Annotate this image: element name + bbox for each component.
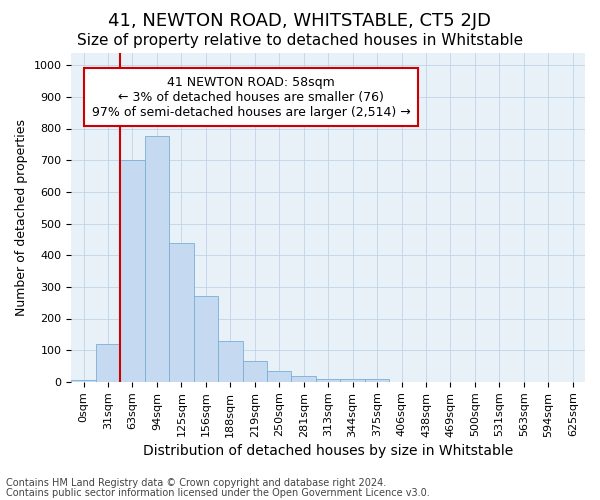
Bar — [292, 376, 316, 382]
Bar — [71, 380, 96, 382]
Bar — [145, 136, 169, 382]
Bar — [120, 160, 145, 382]
Text: Contains HM Land Registry data © Crown copyright and database right 2024.: Contains HM Land Registry data © Crown c… — [6, 478, 386, 488]
Text: Size of property relative to detached houses in Whitstable: Size of property relative to detached ho… — [77, 32, 523, 48]
Bar — [218, 340, 242, 382]
X-axis label: Distribution of detached houses by size in Whitstable: Distribution of detached houses by size … — [143, 444, 513, 458]
Text: 41, NEWTON ROAD, WHITSTABLE, CT5 2JD: 41, NEWTON ROAD, WHITSTABLE, CT5 2JD — [109, 12, 491, 30]
Text: 41 NEWTON ROAD: 58sqm
← 3% of detached houses are smaller (76)
97% of semi-detac: 41 NEWTON ROAD: 58sqm ← 3% of detached h… — [92, 76, 410, 118]
Bar — [194, 296, 218, 382]
Y-axis label: Number of detached properties: Number of detached properties — [15, 118, 28, 316]
Bar — [316, 378, 340, 382]
Bar — [365, 378, 389, 382]
Bar — [340, 378, 365, 382]
Bar — [96, 344, 120, 382]
Text: Contains public sector information licensed under the Open Government Licence v3: Contains public sector information licen… — [6, 488, 430, 498]
Bar — [169, 242, 194, 382]
Bar — [267, 371, 292, 382]
Bar — [242, 361, 267, 382]
